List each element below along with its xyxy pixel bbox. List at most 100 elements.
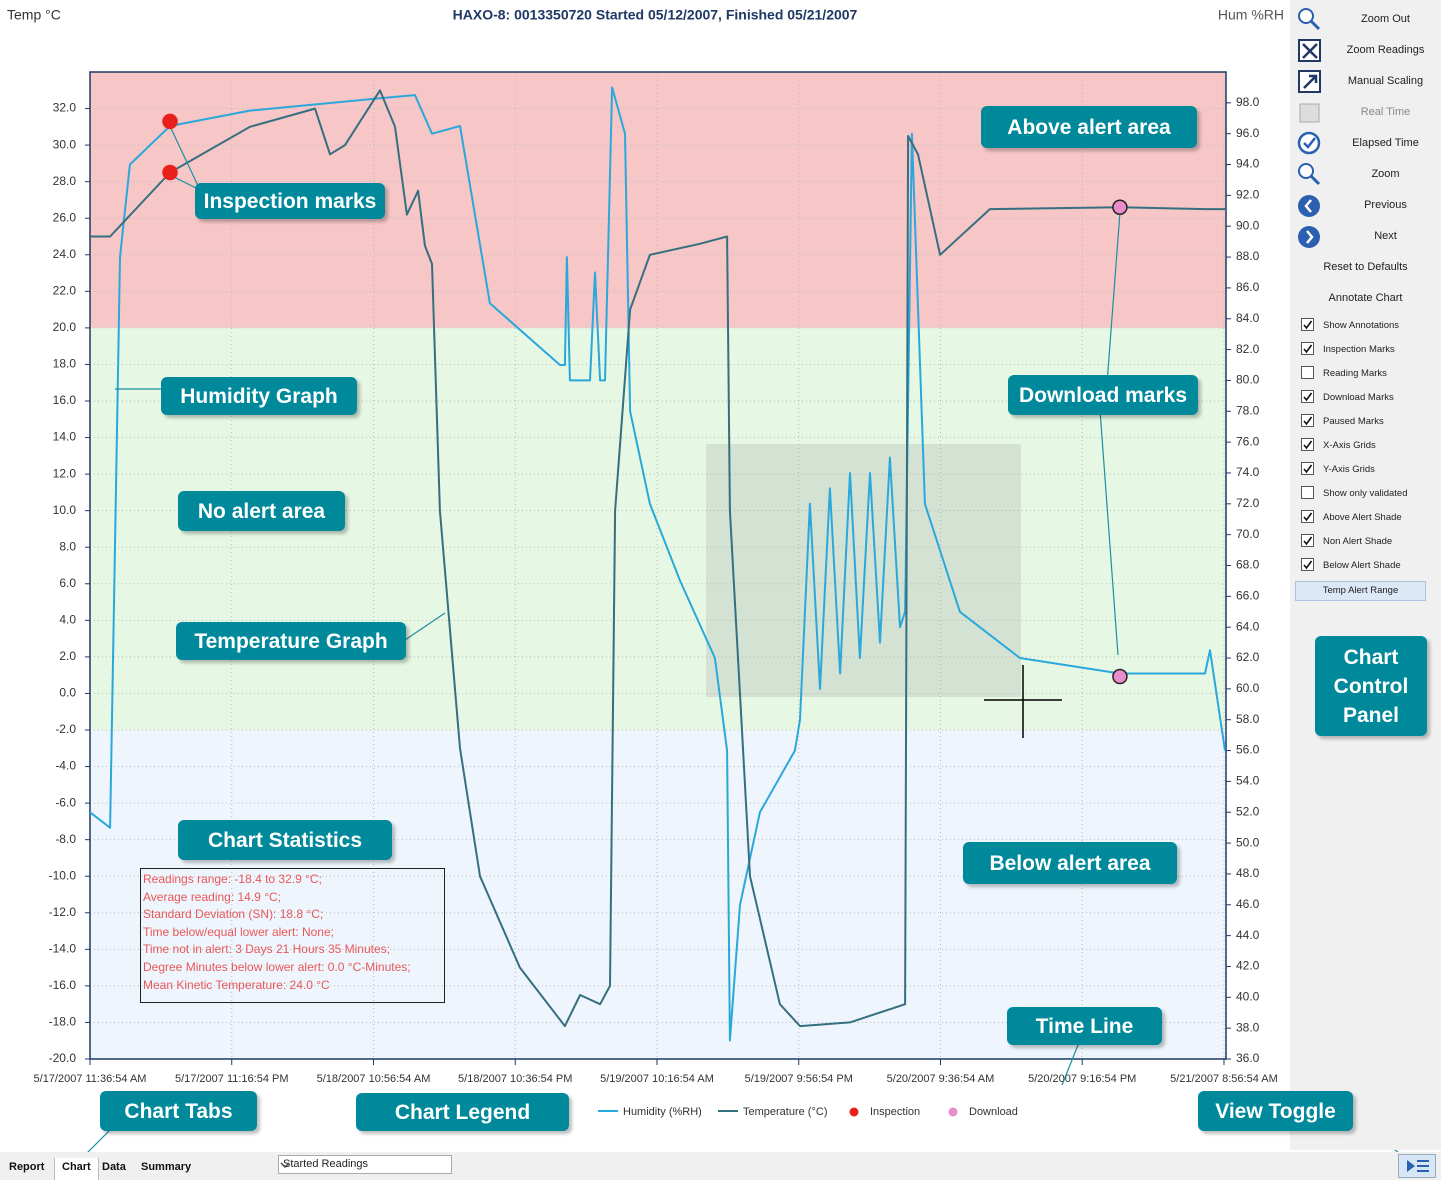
panel-button[interactable]: Next xyxy=(1290,223,1441,251)
panel-button[interactable]: Previous xyxy=(1290,192,1441,220)
y-tick-label: 6.0 xyxy=(59,576,76,590)
checkbox xyxy=(1301,558,1314,571)
icon-part xyxy=(1299,103,1320,123)
checkmark xyxy=(1303,512,1313,522)
panel-button[interactable]: Reset to Defaults xyxy=(1290,254,1441,282)
y-tick-label: 12.0 xyxy=(53,466,77,480)
option-label: Non Alert Shade xyxy=(1323,536,1393,547)
option-checkbox[interactable]: Show Annotations xyxy=(1300,317,1430,335)
y2-tick-label: 88.0 xyxy=(1236,249,1260,263)
y2-tick-label: 70.0 xyxy=(1236,527,1260,541)
y-tick-label: 22.0 xyxy=(53,284,77,298)
y-tick-label: -20.0 xyxy=(49,1051,77,1065)
option-checkbox[interactable]: Y-Axis Grids xyxy=(1300,461,1430,479)
tab[interactable]: Report xyxy=(9,1161,45,1173)
panel-button: Real Time xyxy=(1290,99,1441,127)
button-icon xyxy=(1298,70,1321,93)
y-tick-label: 8.0 xyxy=(59,539,76,553)
button-label: Reset to Defaults xyxy=(1323,261,1408,273)
chart-title: HAXO-8: 0013350720 Started 05/12/2007, F… xyxy=(453,7,858,23)
annotation: Below alert area xyxy=(963,842,1177,884)
annotation: No alert area xyxy=(178,491,345,531)
range-button[interactable]: Temp Alert Range xyxy=(1295,581,1426,601)
x-tick-label: 5/20/2007 9:16:54 PM xyxy=(1028,1073,1136,1085)
annotation: Humidity Graph xyxy=(161,377,357,415)
panel-button[interactable]: Manual Scaling xyxy=(1290,68,1441,96)
checkbox xyxy=(1301,414,1314,427)
option-label: Above Alert Shade xyxy=(1323,512,1402,523)
y2-tick-label: 40.0 xyxy=(1236,989,1260,1003)
dropdown[interactable]: Started Readings xyxy=(278,1155,452,1174)
checkbox xyxy=(1301,390,1314,403)
checkbox xyxy=(1301,438,1314,451)
checkmark xyxy=(1303,440,1313,450)
panel-button[interactable]: Zoom xyxy=(1290,161,1441,189)
y2-tick-label: 94.0 xyxy=(1236,157,1260,171)
panel-button[interactable]: Zoom Out xyxy=(1290,6,1441,34)
y2-tick-label: 56.0 xyxy=(1236,743,1260,757)
left-unit: Temp °C xyxy=(7,7,61,23)
statistic-line: Degree Minutes below lower alert: 0.0 °C… xyxy=(143,960,411,974)
panel-button[interactable]: Elapsed Time xyxy=(1290,130,1441,158)
callout-line xyxy=(404,612,446,641)
option-checkbox[interactable]: Inspection Marks xyxy=(1300,341,1430,359)
y-tick-label: 10.0 xyxy=(53,503,77,517)
y2-tick-label: 36.0 xyxy=(1236,1051,1260,1065)
option-checkbox[interactable]: Below Alert Shade xyxy=(1300,557,1430,575)
mark-temperature xyxy=(1112,199,1128,216)
option-checkbox[interactable]: X-Axis Grids xyxy=(1300,437,1430,455)
option-checkbox[interactable]: Reading Marks xyxy=(1300,365,1430,383)
option-checkbox[interactable]: Show only validated xyxy=(1300,485,1430,503)
y-tick-label: 0.0 xyxy=(59,686,76,700)
y-tick-label: 18.0 xyxy=(53,357,77,371)
option-label: Inspection Marks xyxy=(1323,344,1395,355)
checkmark-path xyxy=(1303,416,1313,426)
icon-part xyxy=(1297,131,1321,155)
checkmark-path xyxy=(1303,344,1313,354)
option-checkbox[interactable]: Non Alert Shade xyxy=(1300,533,1430,551)
annotation: Temperature Graph xyxy=(176,622,406,660)
option-checkbox[interactable]: Download Marks xyxy=(1300,389,1430,407)
control-panel xyxy=(1290,0,1441,1150)
checkmark-path xyxy=(1303,536,1313,546)
statistic-line: Standard Deviation (SN): 18.8 °C; xyxy=(143,907,324,922)
icon-part xyxy=(1303,137,1316,149)
option-label: Y-Axis Grids xyxy=(1323,464,1375,475)
y2-tick-label: 52.0 xyxy=(1236,804,1260,818)
y2-tick-label: 50.0 xyxy=(1236,835,1260,849)
y2-tick-label: 86.0 xyxy=(1236,280,1260,294)
x-tick-label: 5/19/2007 10:16:54 AM xyxy=(600,1073,714,1085)
y2-tick-label: 58.0 xyxy=(1236,712,1260,726)
y2-tick-label: 98.0 xyxy=(1236,95,1260,109)
panel-button[interactable]: Zoom Readings xyxy=(1290,37,1441,65)
legend-swatch xyxy=(849,1107,859,1117)
checkbox xyxy=(1301,342,1314,355)
tab[interactable]: Summary xyxy=(141,1161,192,1173)
callout-line xyxy=(167,121,201,191)
y2-tick-label: 84.0 xyxy=(1236,311,1260,325)
annotation: Download marks xyxy=(1008,375,1198,415)
y-tick-label: 14.0 xyxy=(53,430,77,444)
zoom-selection xyxy=(706,444,1021,697)
icon-part xyxy=(1306,230,1314,244)
y2-tick-label: 76.0 xyxy=(1236,434,1260,448)
panel-button[interactable]: Annotate Chart xyxy=(1290,285,1441,313)
checkbox xyxy=(1301,510,1314,523)
option-checkbox[interactable]: Above Alert Shade xyxy=(1300,509,1430,527)
option-checkbox[interactable]: Paused Marks xyxy=(1300,413,1430,431)
y2-tick-label: 82.0 xyxy=(1236,342,1260,356)
view-toggle[interactable] xyxy=(1398,1154,1436,1178)
checkmark xyxy=(1303,344,1313,354)
y-tick-label: -18.0 xyxy=(49,1015,77,1029)
y-tick-label: -6.0 xyxy=(55,795,76,809)
y-tick-label: 30.0 xyxy=(53,137,77,151)
below-alert-shade xyxy=(90,730,1226,1059)
checkmark-path xyxy=(1303,512,1313,522)
statistic-line: Mean Kinetic Temperature: 24.0 °C xyxy=(143,977,330,992)
button-label: Annotate Chart xyxy=(1328,292,1403,304)
tab[interactable]: Chart xyxy=(54,1158,99,1180)
annotation: View Toggle xyxy=(1198,1091,1353,1131)
tab[interactable]: Data xyxy=(102,1161,126,1173)
y2-tick-label: 62.0 xyxy=(1236,650,1260,664)
